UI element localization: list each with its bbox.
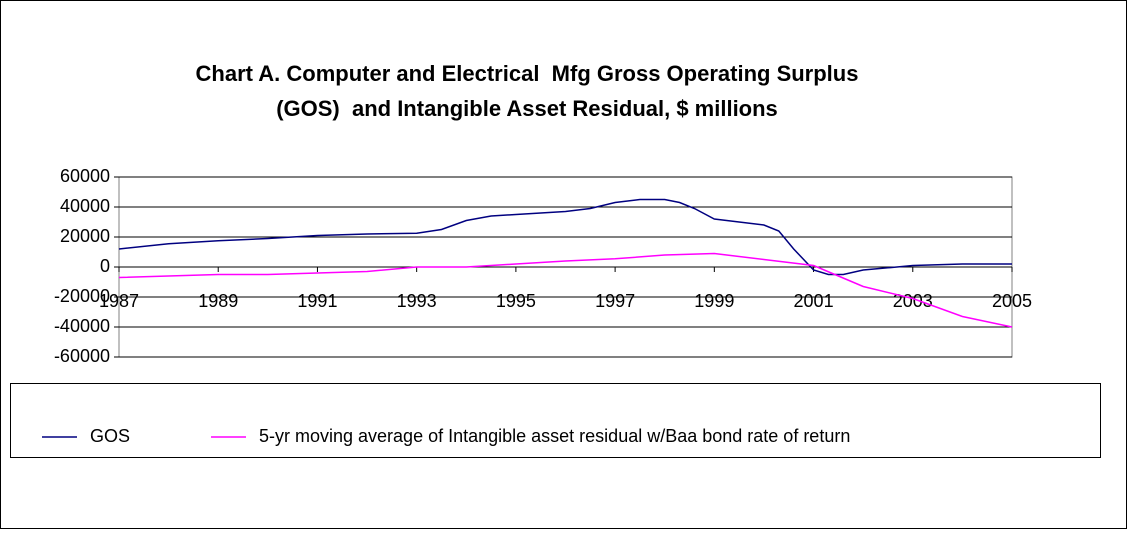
x-tick-label: 1993 [397, 291, 437, 311]
y-tick-label: -40000 [54, 316, 110, 336]
series-line [118, 252, 1013, 328]
y-tick-label: 60000 [60, 166, 110, 186]
x-tick-label: 1999 [694, 291, 734, 311]
chart-title: (GOS) and Intangible Asset Residual, $ m… [276, 96, 778, 121]
y-tick-label: 20000 [60, 226, 110, 246]
legend-box [10, 383, 1101, 458]
legend-label: 5-yr moving average of Intangible asset … [259, 426, 850, 446]
y-tick-label: 0 [100, 256, 110, 276]
y-tick-label: -20000 [54, 286, 110, 306]
x-tick-label: 2001 [794, 291, 834, 311]
x-tick-label: 1995 [496, 291, 536, 311]
y-tick-label: 40000 [60, 196, 110, 216]
x-tick-label: 1991 [297, 291, 337, 311]
y-tick-label: -60000 [54, 346, 110, 366]
legend-label: GOS [90, 426, 130, 446]
x-tick-label: 1987 [99, 291, 139, 311]
x-tick-label: 1989 [198, 291, 238, 311]
x-tick-label: 2005 [992, 291, 1032, 311]
series-line [118, 198, 1012, 276]
x-tick-label: 2003 [893, 291, 933, 311]
x-tick-label: 1997 [595, 291, 635, 311]
chart-title: Chart A. Computer and Electrical Mfg Gro… [196, 61, 859, 86]
